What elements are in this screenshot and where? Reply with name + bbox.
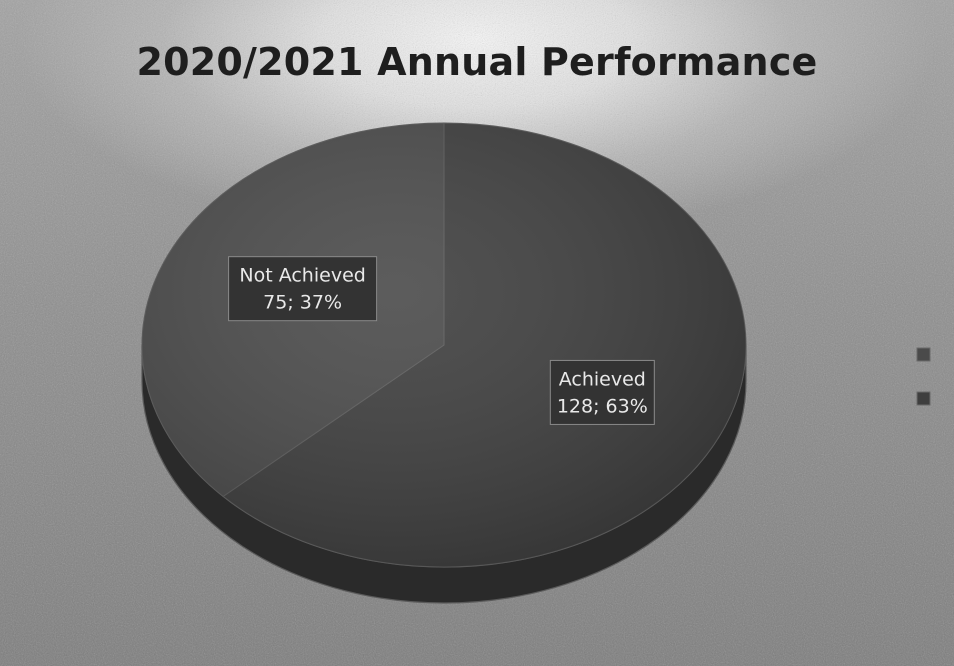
legend-swatch-achieved	[916, 391, 931, 406]
pie-slices	[141, 122, 747, 568]
data-label-value: 75; 37%	[263, 292, 342, 314]
data-label-box	[228, 256, 378, 322]
legend-swatch-not-achieved	[916, 347, 931, 362]
data-label-category: Not Achieved	[239, 265, 365, 287]
data-label-box	[549, 359, 655, 425]
pie-data-labels: Not Achieved 75; 37% Achieved 128; 63%	[228, 256, 655, 425]
legend	[916, 347, 931, 406]
data-label-not-achieved: Not Achieved 75; 37%	[228, 256, 378, 322]
data-label-achieved: Achieved 128; 63%	[549, 359, 655, 425]
chart-title: 2020/2021 Annual Performance	[136, 40, 818, 84]
data-label-value: 128; 63%	[557, 395, 648, 417]
data-label-category: Achieved	[559, 368, 646, 390]
